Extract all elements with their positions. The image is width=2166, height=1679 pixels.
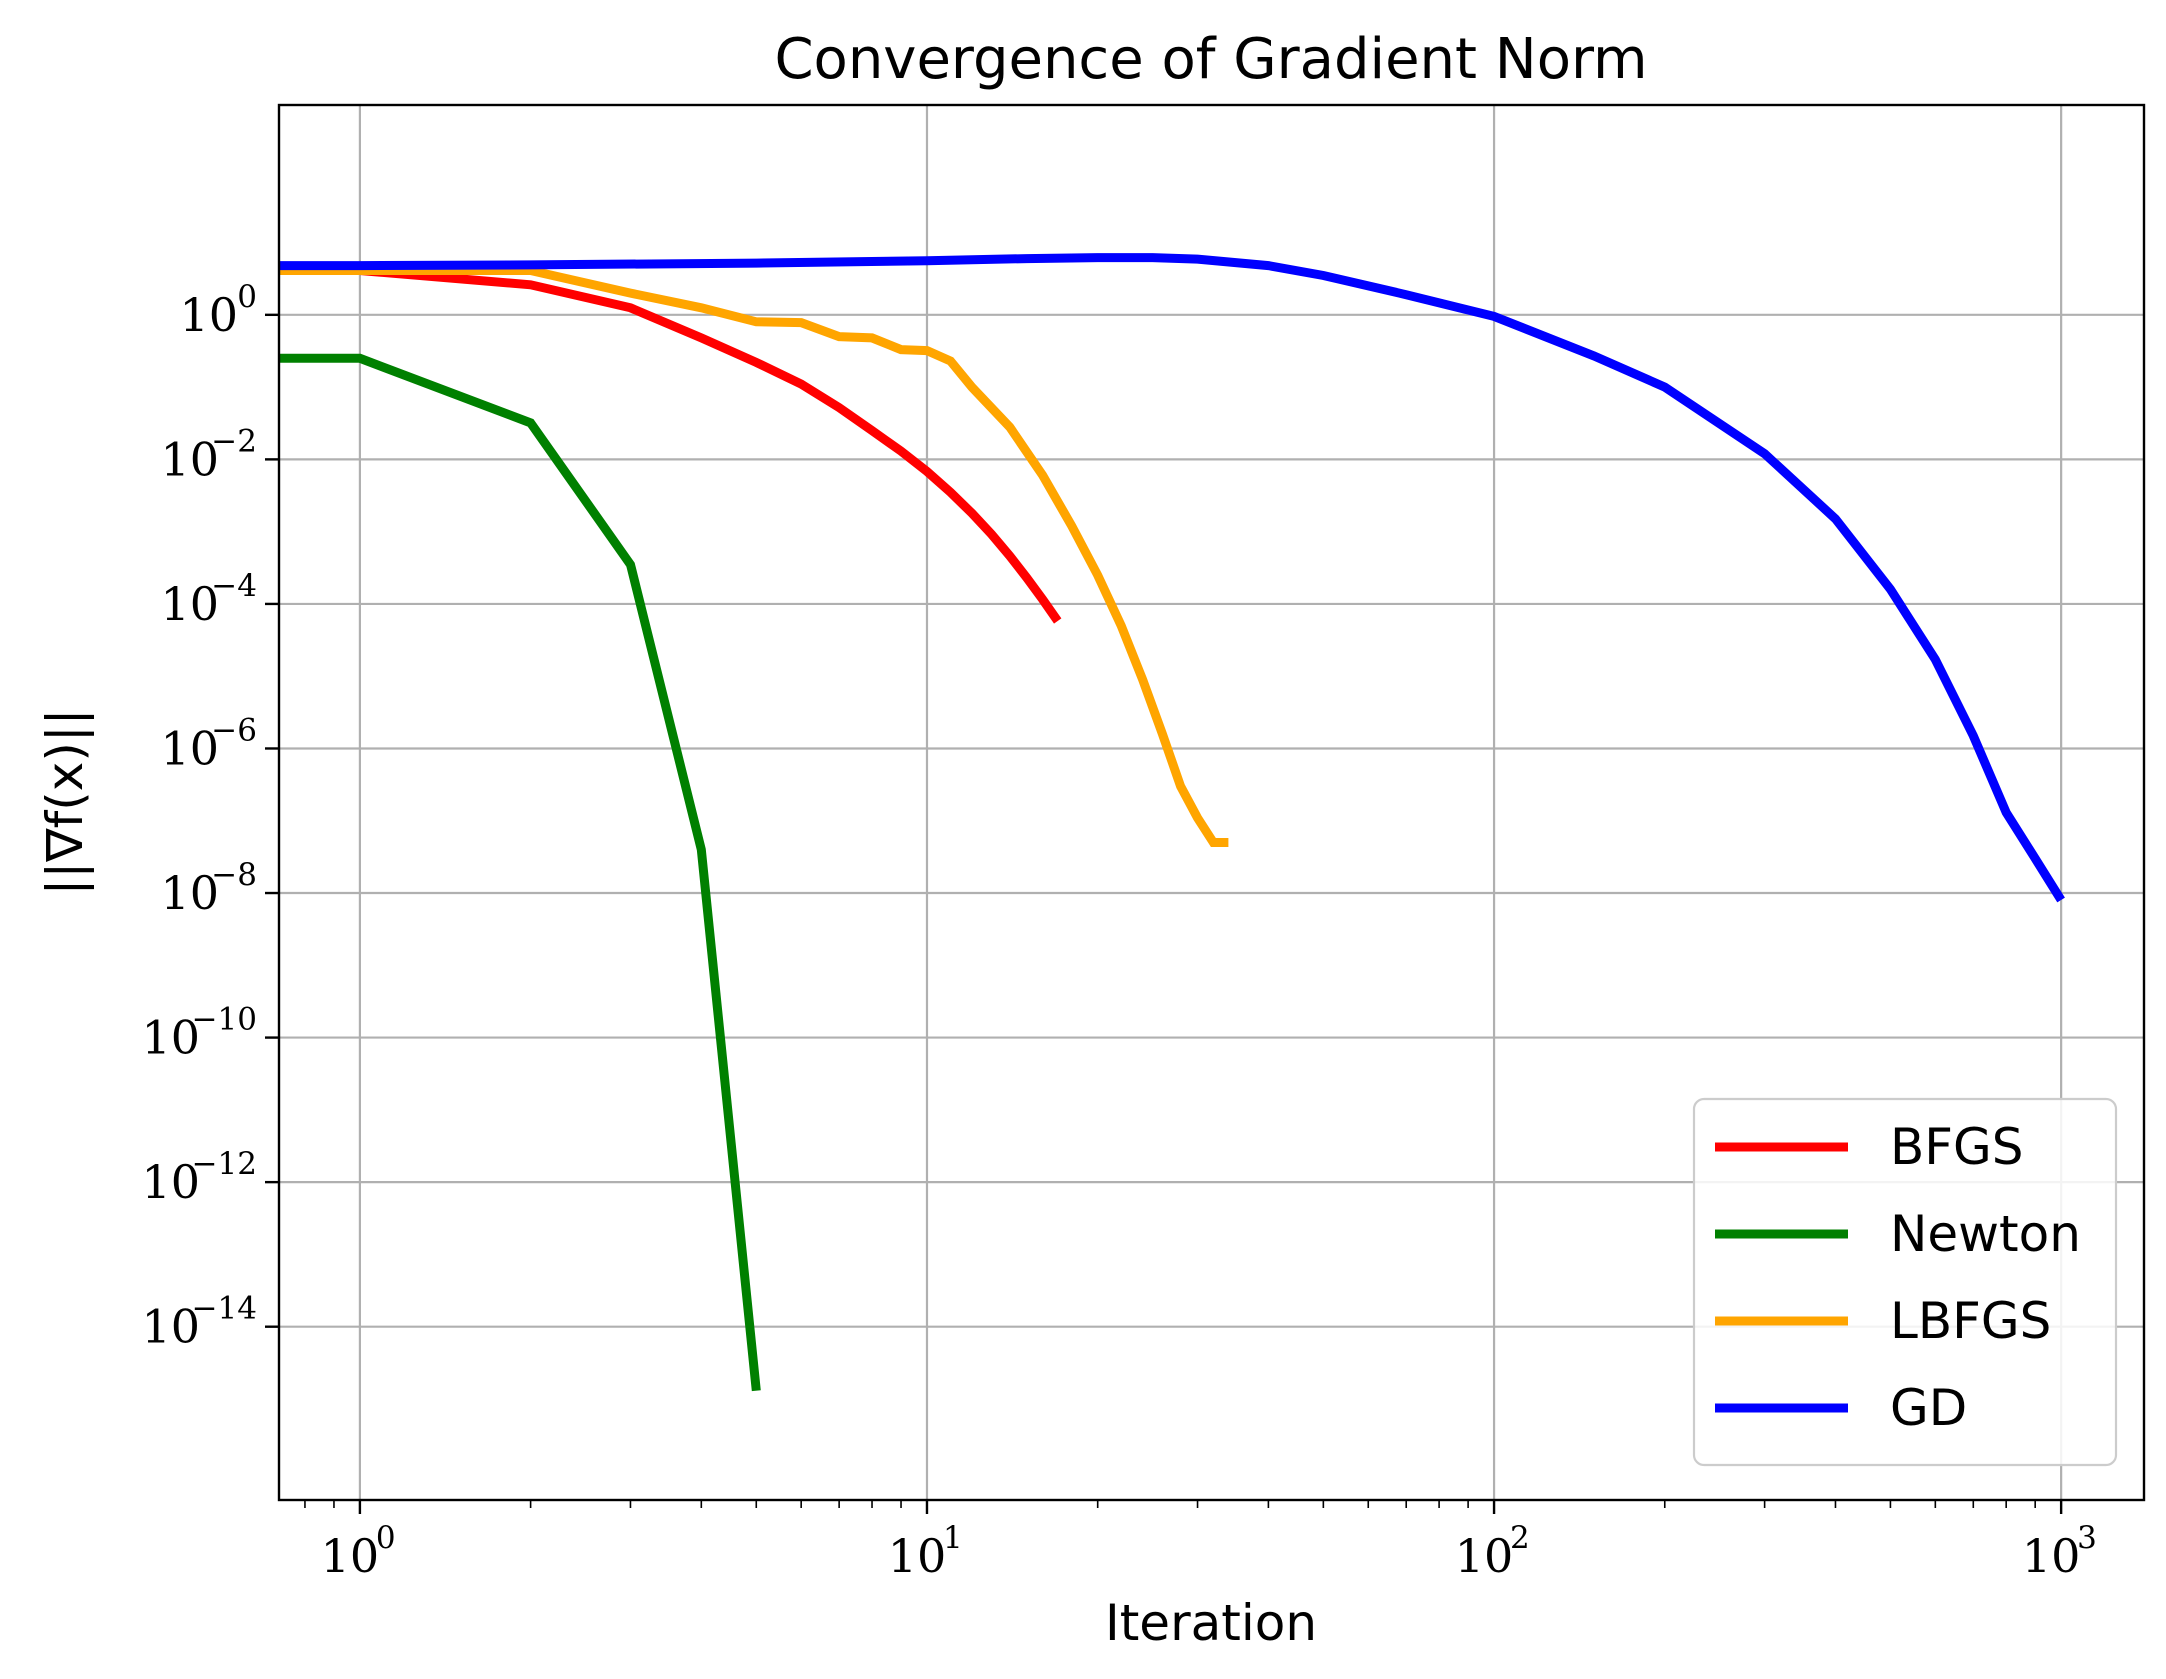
x-tick-exponent: 0 <box>376 1520 396 1556</box>
x-tick-label: 102 <box>1455 1520 1530 1583</box>
legend-entry-bfgs: BFGS <box>1715 1118 2024 1176</box>
ticks <box>265 313 2063 1514</box>
x-tick-base: 10 <box>1455 1529 1514 1583</box>
legend-label: Newton <box>1890 1205 2081 1263</box>
x-tick-exponent: 2 <box>1510 1520 1530 1556</box>
y-tick-base: 10 <box>179 288 238 342</box>
y-tick-exponent: −10 <box>192 1002 257 1038</box>
y-axis-label: ||∇f(x)|| <box>36 708 94 895</box>
legend-entry-lbfgs: LBFGS <box>1715 1292 2051 1350</box>
chart-title: Convergence of Gradient Norm <box>774 27 1647 92</box>
series-line-newton <box>279 353 761 1392</box>
series-line-bfgs <box>279 266 1062 624</box>
legend-entry-newton: Newton <box>1715 1205 2081 1263</box>
x-tick-base: 10 <box>321 1529 380 1583</box>
legend-label: GD <box>1890 1379 1967 1437</box>
y-tick-label: −610 <box>160 712 257 775</box>
y-tick-base: 10 <box>141 1155 200 1209</box>
y-tick-exponent: −8 <box>211 857 257 893</box>
series-layer <box>279 253 2065 1392</box>
series-line-gd <box>279 253 2065 903</box>
x-tick-labels: 100 101 102 103 <box>321 1520 2097 1583</box>
plot-frame <box>277 103 2146 1502</box>
y-tick-exponent: −4 <box>211 568 257 604</box>
x-tick-base: 10 <box>2022 1529 2081 1583</box>
legend-label: BFGS <box>1890 1118 2024 1176</box>
y-tick-exponent: −12 <box>192 1146 257 1182</box>
legend-label: LBFGS <box>1890 1292 2051 1350</box>
legend-box <box>1692 1097 2118 1467</box>
series-line-lbfgs <box>279 266 1229 847</box>
legend: BFGS Newton LBFGS GD <box>1692 1097 2118 1467</box>
y-tick-label: −810 <box>160 857 257 920</box>
y-tick-exponent: −2 <box>211 423 257 459</box>
x-tick-label: 101 <box>888 1520 963 1583</box>
x-tick-exponent: 1 <box>943 1520 963 1556</box>
x-tick-base: 10 <box>888 1529 947 1583</box>
x-tick-label: 100 <box>321 1520 396 1583</box>
x-axis-label: Iteration <box>1105 1594 1317 1652</box>
y-tick-base: 10 <box>141 1011 200 1065</box>
y-tick-label: −210 <box>160 423 257 486</box>
y-tick-exponent: −6 <box>211 712 257 748</box>
y-tick-base: 10 <box>160 432 219 486</box>
y-tick-exponent: −14 <box>192 1291 257 1327</box>
y-tick-base: 10 <box>141 1300 200 1354</box>
y-tick-base: 10 <box>160 866 219 920</box>
y-tick-label: −410 <box>160 568 257 631</box>
legend-entry-gd: GD <box>1715 1379 1967 1437</box>
y-tick-base: 10 <box>160 721 219 775</box>
x-tick-exponent: 3 <box>2077 1520 2097 1556</box>
y-tick-exponent: 0 <box>237 279 257 315</box>
y-tick-base: 10 <box>160 577 219 631</box>
x-tick-label: 103 <box>2022 1520 2097 1583</box>
y-tick-label: 010 <box>179 279 257 342</box>
